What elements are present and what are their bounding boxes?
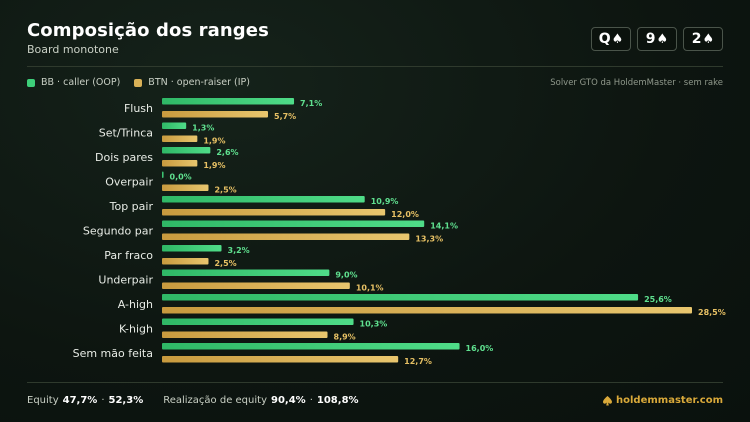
bar-ip bbox=[162, 356, 399, 363]
brand-link[interactable]: holdemmaster.com bbox=[603, 395, 723, 406]
bar-ip bbox=[162, 307, 692, 314]
bar-oop bbox=[162, 220, 425, 227]
value-label-oop: 1,3% bbox=[192, 124, 214, 133]
category-label: Dois pares bbox=[95, 151, 153, 164]
equity-label: Equity bbox=[27, 395, 59, 406]
board-card-1: Q ♠ bbox=[591, 27, 631, 51]
realization-oop: 90,4% bbox=[271, 395, 306, 406]
legend-swatch-ip bbox=[134, 78, 143, 87]
spade-icon: ♠ bbox=[702, 31, 715, 47]
board-cards: Q ♠ 9 ♠ 2 ♠ bbox=[591, 27, 723, 51]
value-label-ip: 12,7% bbox=[404, 357, 432, 366]
value-label-oop: 3,2% bbox=[228, 246, 250, 255]
realization-label: Realização de equity bbox=[163, 395, 267, 406]
category-label: Sem mão feita bbox=[73, 347, 153, 360]
chart-subtitle: Board monotone bbox=[27, 43, 119, 56]
category-label: K-high bbox=[119, 322, 153, 335]
card-rank: 2 bbox=[691, 31, 702, 47]
value-label-oop: 25,6% bbox=[644, 295, 672, 304]
category-label: Underpair bbox=[98, 273, 153, 286]
separator: · bbox=[101, 395, 105, 406]
value-label-oop: 9,0% bbox=[335, 271, 357, 280]
realization-ip: 108,8% bbox=[316, 395, 359, 406]
legend-item-oop: BB · caller (OOP) bbox=[27, 77, 120, 88]
separator: · bbox=[309, 395, 313, 406]
value-label-oop: 10,9% bbox=[371, 197, 399, 206]
value-label-ip: 12,0% bbox=[391, 210, 419, 219]
value-label-ip: 1,9% bbox=[203, 137, 225, 146]
category-label: Segundo par bbox=[83, 224, 154, 237]
bar-oop bbox=[162, 343, 460, 350]
bar-ip bbox=[162, 160, 198, 167]
value-label-oop: 10,3% bbox=[360, 320, 388, 329]
bar-oop bbox=[162, 294, 639, 301]
value-label-ip: 1,9% bbox=[203, 161, 225, 170]
category-label: Overpair bbox=[105, 175, 153, 188]
header-divider bbox=[27, 66, 723, 67]
board-card-2: 9 ♠ bbox=[637, 27, 677, 51]
bar-ip bbox=[162, 233, 410, 240]
card-rank: Q bbox=[598, 31, 611, 47]
legend-label-ip: BTN · open-raiser (IP) bbox=[148, 77, 250, 88]
category-label: A-high bbox=[118, 298, 153, 311]
chart-title: Composição dos ranges bbox=[27, 20, 269, 41]
bar-ip bbox=[162, 135, 198, 142]
equity-summary: Equity 47,7% · 52,3% Realização de equit… bbox=[27, 395, 359, 406]
value-label-ip: 2,5% bbox=[214, 186, 236, 195]
bar-oop bbox=[162, 147, 211, 154]
bar-ip bbox=[162, 209, 386, 216]
chart-legend: BB · caller (OOP) BTN · open-raiser (IP) bbox=[27, 77, 250, 88]
category-label: Top pair bbox=[109, 200, 154, 213]
legend-label-oop: BB · caller (OOP) bbox=[41, 77, 121, 88]
bar-oop bbox=[162, 171, 164, 178]
bar-ip bbox=[162, 282, 350, 289]
bar-chart: Flush 7,1% 5,7% Set/Trinca 1,3% 1,9% Dois pare… bbox=[0, 90, 750, 370]
category-label: Flush bbox=[124, 102, 153, 115]
value-label-oop: 16,0% bbox=[466, 344, 494, 353]
bar-ip bbox=[162, 258, 209, 265]
value-label-ip: 2,5% bbox=[214, 259, 236, 268]
spade-icon bbox=[603, 395, 613, 405]
category-label: Par fraco bbox=[104, 249, 153, 262]
bar-ip bbox=[162, 331, 328, 338]
value-label-ip: 28,5% bbox=[698, 308, 726, 317]
legend-swatch-oop bbox=[27, 78, 35, 87]
brand-name: holdemmaster.com bbox=[616, 395, 723, 406]
value-label-oop: 14,1% bbox=[430, 222, 458, 231]
bar-ip bbox=[162, 184, 209, 191]
footer-divider bbox=[27, 382, 723, 383]
spade-icon: ♠ bbox=[611, 31, 624, 47]
card-rank: 9 bbox=[645, 31, 656, 47]
bar-oop bbox=[162, 245, 222, 252]
bar-ip bbox=[162, 111, 268, 118]
bar-oop bbox=[162, 98, 295, 105]
bar-oop bbox=[162, 318, 354, 325]
category-label: Set/Trinca bbox=[99, 126, 153, 139]
value-label-ip: 10,1% bbox=[356, 284, 384, 293]
source-note: Solver GTO da HoldemMaster · sem rake bbox=[550, 78, 723, 88]
value-label-oop: 2,6% bbox=[216, 148, 238, 157]
value-label-oop: 7,1% bbox=[300, 99, 322, 108]
equity-oop: 47,7% bbox=[62, 395, 98, 406]
board-card-3: 2 ♠ bbox=[683, 27, 723, 51]
bar-oop bbox=[162, 269, 330, 276]
bar-chart-svg: Flush 7,1% 5,7% Set/Trinca 1,3% 1,9% Dois pare… bbox=[73, 98, 726, 366]
value-label-ip: 13,3% bbox=[415, 235, 443, 244]
value-label-ip: 8,9% bbox=[334, 333, 356, 342]
spade-icon: ♠ bbox=[656, 31, 669, 47]
value-label-oop: 0,0% bbox=[170, 173, 192, 182]
bar-oop bbox=[162, 122, 187, 129]
value-label-ip: 5,7% bbox=[274, 112, 296, 121]
bar-oop bbox=[162, 196, 365, 203]
equity-ip: 52,3% bbox=[108, 395, 144, 406]
legend-item-ip: BTN · open-raiser (IP) bbox=[134, 77, 250, 88]
